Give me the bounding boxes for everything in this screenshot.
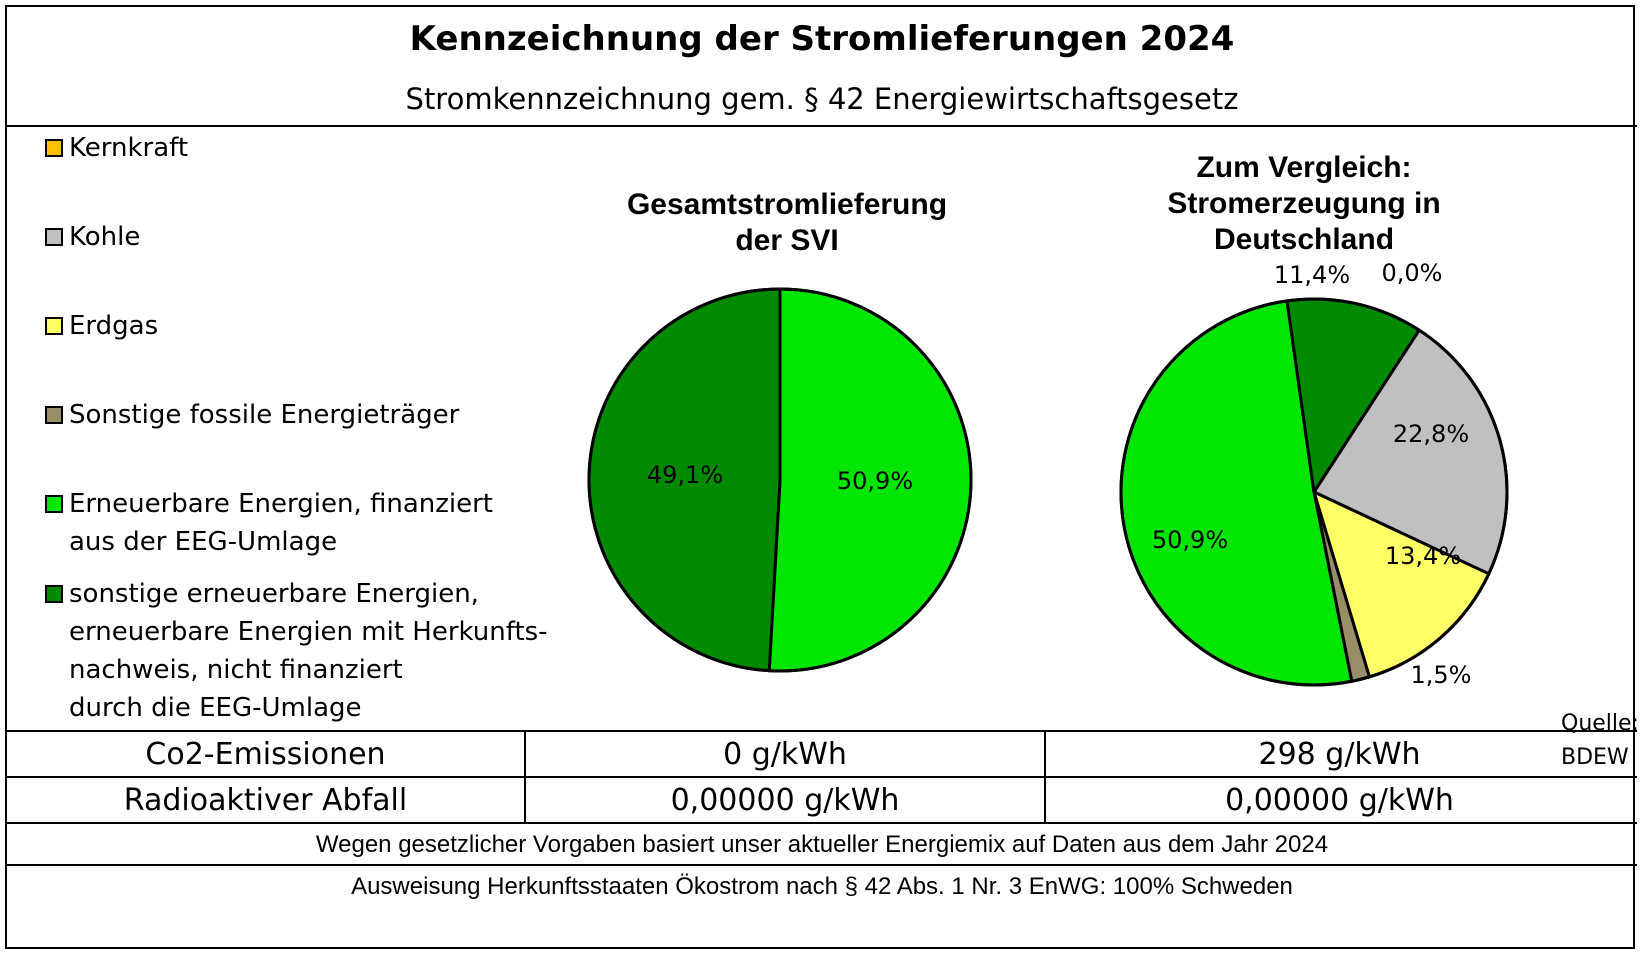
page-subtitle: Stromkennzeichnung gem. § 42 Energiewirt… (405, 82, 1239, 116)
svi-pie-data-label: 49,1% (647, 461, 723, 489)
source-line: BDEW (1561, 745, 1629, 770)
legend-label-line: Erneuerbare Energien, finanziert (69, 489, 493, 519)
legend-label-line: nachweis, nicht finanziert (69, 655, 403, 685)
de-pie-data-label: 11,4% (1274, 261, 1350, 289)
pie-outline (587, 287, 973, 673)
chart-title-svi-line: der SVI (735, 224, 839, 257)
legend-swatch (45, 317, 63, 335)
divider-header (7, 125, 1637, 127)
svi-pie-data-label: 50,9% (837, 467, 913, 495)
divider-footer (7, 864, 1637, 866)
frame: Kennzeichnung der Stromlieferungen 2024 … (5, 5, 1639, 949)
divider-table-row (7, 776, 1637, 778)
legend-item: Erneuerbare Energien, finanziert aus der … (45, 485, 493, 561)
legend-label: Sonstige fossile Energieträger (69, 396, 459, 434)
chart-title-de-line: Stromerzeugung in (1167, 187, 1441, 220)
legend-swatch (45, 228, 63, 246)
legend-item: Sonstige fossile Energieträger (45, 396, 459, 434)
chart-title-de-line: Zum Vergleich: (1196, 151, 1412, 184)
table-label-waste: Radioaktiver Abfall (123, 782, 408, 818)
divider-col-2 (1044, 730, 1046, 822)
legend-label-line: sonstige erneuerbare Energien, (69, 579, 479, 609)
legend-swatch (45, 495, 63, 513)
de-pie-data-label: 13,4% (1385, 542, 1461, 570)
de-pie-data-label: 0,0% (1382, 259, 1443, 287)
legend-label: sonstige erneuerbare Energien, erneuerbar… (69, 575, 548, 727)
pie-charts: 50,9% 49,1% 0,0% 22,8% 13,4% 1,5% 50,9% 11,4% (587, 259, 1509, 689)
pie-outline (1119, 297, 1509, 687)
de-pie-data-label: 50,9% (1152, 526, 1228, 554)
legend-swatch (45, 139, 63, 157)
legend-label: Kernkraft (69, 129, 188, 167)
legend-item: Kohle (45, 218, 140, 256)
chart-title-svi: Gesamtstromlieferung der SVI (587, 187, 987, 259)
divider-table-bottom (7, 822, 1637, 824)
footer-note-origin: Ausweisung Herkunftsstaaten Ökostrom nac… (351, 873, 1293, 900)
legend-label-line: aus der EEG-Umlage (69, 527, 338, 557)
page-title: Kennzeichnung der Stromlieferungen 2024 (409, 19, 1235, 59)
legend-item: sonstige erneuerbare Energien, erneuerbar… (45, 575, 548, 727)
legend-swatch (45, 585, 63, 603)
table-value-co2-svi: 0 g/kWh (723, 736, 847, 772)
table-value-waste-de: 0,00000 g/kWh (1225, 782, 1454, 818)
legend-swatch (45, 406, 63, 424)
legend-item: Kernkraft (45, 129, 188, 167)
legend-label-line: Kohle (69, 222, 141, 252)
legend-label-line: Sonstige fossile Energieträger (69, 400, 460, 430)
legend-label-line: erneuerbare Energien mit Herkunfts- (69, 617, 548, 647)
legend-label-line: Erdgas (69, 311, 159, 341)
table-label-co2: Co2-Emissionen (145, 736, 386, 772)
chart-title-de-line: Deutschland (1213, 223, 1395, 256)
divider-table-top (7, 730, 1637, 732)
table-value-waste-svi: 0,00000 g/kWh (670, 782, 900, 818)
legend-label: Kohle (69, 218, 140, 256)
table-value-co2-de: 298 g/kWh (1258, 736, 1421, 772)
chart-title-de: Zum Vergleich: Stromerzeugung in Deutsch… (1104, 150, 1504, 258)
legend-label-line: durch die EEG-Umlage (69, 693, 362, 723)
legend-item: Erdgas (45, 307, 158, 345)
footer-note-data-year: Wegen gesetzlicher Vorgaben basiert unse… (315, 831, 1329, 858)
divider-col-1 (524, 730, 526, 822)
legend-label: Erdgas (69, 307, 158, 345)
chart-title-svi-line: Gesamtstromlieferung (626, 188, 948, 221)
legend-label-line: Kernkraft (69, 133, 189, 163)
de-pie-data-label: 1,5% (1411, 661, 1472, 689)
legend-label: Erneuerbare Energien, finanziert aus der … (69, 485, 493, 561)
de-pie-data-label: 22,8% (1393, 420, 1469, 448)
